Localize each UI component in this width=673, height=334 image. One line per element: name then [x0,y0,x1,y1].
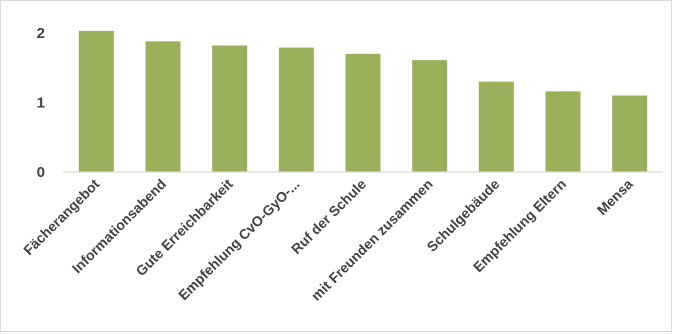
x-category-label: Empfehlung CvO-GyO-... [175,176,302,303]
bar [212,45,248,173]
bar [478,81,514,172]
y-tick-label: 0 [37,164,45,181]
bar [412,60,448,173]
x-category-label: Mensa [594,176,636,218]
bar [345,53,381,172]
x-category-label: mit Freunden zusammen [308,176,436,304]
bar [78,30,114,172]
bar [145,41,181,173]
bar [612,95,648,172]
y-tick-label: 2 [37,25,45,42]
bars [78,30,648,173]
y-tick-label: 1 [37,95,45,112]
y-axis-ticks: 0 1 2 [37,25,45,181]
bar [278,47,314,172]
bar [545,91,581,172]
